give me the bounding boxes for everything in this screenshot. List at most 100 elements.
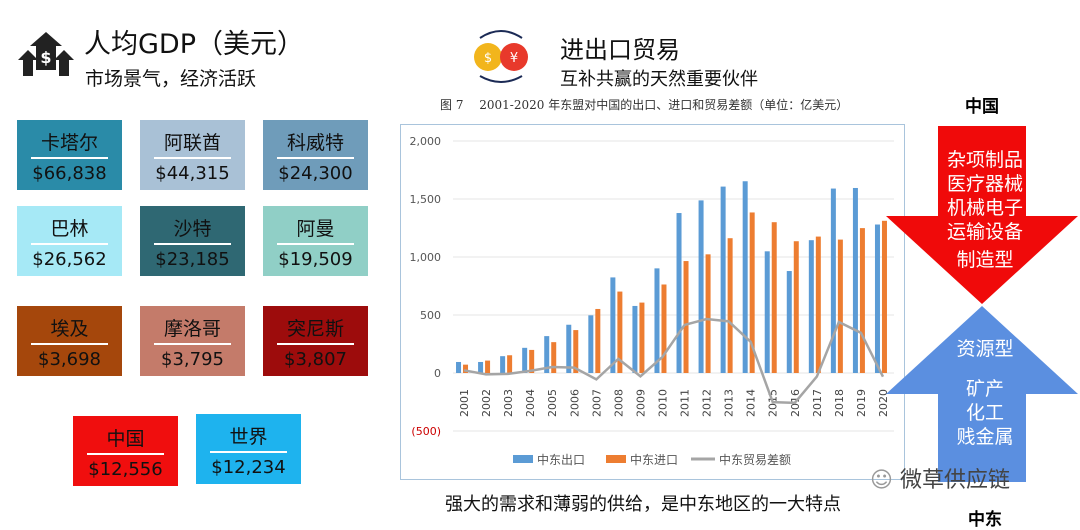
x-tick-label: 2019 bbox=[855, 389, 868, 417]
x-tick-label: 2008 bbox=[612, 389, 625, 417]
china-label: 中国 bbox=[965, 92, 999, 117]
gdp-box: 沙特 $23,185 bbox=[140, 206, 245, 276]
export-bar bbox=[588, 315, 593, 373]
gdp-box: 阿曼 $19,509 bbox=[263, 206, 368, 276]
gdp-box: 摩洛哥 $3,795 bbox=[140, 306, 245, 376]
legend-swatch bbox=[513, 455, 533, 463]
gdp-subtitle: 市场景气，经济活跃 bbox=[85, 64, 256, 91]
import-bar bbox=[816, 237, 821, 373]
china-export-item: 机械电子 bbox=[938, 196, 1032, 220]
x-tick-label: 2010 bbox=[656, 389, 669, 417]
x-tick-label: 2017 bbox=[811, 389, 824, 417]
export-bar bbox=[765, 251, 770, 373]
x-tick-label: 2012 bbox=[701, 389, 714, 417]
import-bar bbox=[728, 238, 733, 373]
y-tick-label: 1,500 bbox=[410, 193, 442, 206]
mideast-export-item: 矿产 bbox=[938, 377, 1032, 401]
trade-title: 进出口贸易 bbox=[560, 30, 680, 65]
country-name: 沙特 bbox=[154, 214, 231, 245]
import-bar bbox=[838, 240, 843, 373]
mideast-export-type: 资源型 bbox=[938, 337, 1032, 361]
gdp-value: $12,556 bbox=[73, 459, 178, 480]
bottom-caption: 强大的需求和薄弱的供给，是中东地区的一大特点 bbox=[445, 490, 841, 516]
mideast-export-item: 贱金属 bbox=[938, 425, 1032, 449]
country-name: 阿曼 bbox=[277, 214, 354, 245]
export-bar bbox=[721, 187, 726, 373]
mideast-export-item: 化工 bbox=[938, 401, 1032, 425]
y-tick-label: 1,000 bbox=[410, 251, 442, 264]
trade-exchange-icon: $ ¥ bbox=[466, 24, 542, 84]
gdp-box: 中国 $12,556 bbox=[73, 416, 178, 486]
import-bar bbox=[794, 241, 799, 373]
export-bar bbox=[677, 213, 682, 373]
china-export-item: 杂项制品 bbox=[938, 148, 1032, 172]
import-bar bbox=[772, 222, 777, 373]
y-tick-label: 500 bbox=[420, 309, 441, 322]
export-bar bbox=[500, 356, 505, 373]
gdp-value: $19,509 bbox=[263, 249, 368, 270]
gdp-box: 巴林$26,562 bbox=[17, 206, 122, 276]
gdp-box: 埃及$3,698 bbox=[17, 306, 122, 376]
country-name: 科威特 bbox=[277, 128, 354, 159]
trade-subtitle: 互补共赢的天然重要伙伴 bbox=[560, 65, 758, 91]
gdp-box: 突尼斯 $3,807 bbox=[263, 306, 368, 376]
country-name: 摩洛哥 bbox=[154, 314, 231, 345]
import-bar bbox=[507, 355, 512, 373]
country-name: 卡塔尔 bbox=[31, 128, 108, 159]
gdp-value: $12,234 bbox=[196, 457, 301, 478]
export-bar bbox=[699, 200, 704, 373]
china-export-item: 医疗器械 bbox=[938, 172, 1032, 196]
export-bar bbox=[875, 225, 880, 373]
export-bar bbox=[743, 181, 748, 373]
gdp-box: 世界 $12,234 bbox=[196, 414, 301, 484]
x-tick-label: 2004 bbox=[524, 389, 537, 417]
china-export-item: 运输设备 bbox=[938, 220, 1032, 244]
chart-caption: 图 7 2001-2020 年东盟对中国的出口、进口和贸易差额（单位：亿美元） bbox=[440, 96, 848, 113]
import-bar bbox=[639, 303, 644, 373]
export-bar bbox=[632, 306, 637, 373]
gdp-value: $23,185 bbox=[140, 249, 245, 270]
gdp-value: $3,795 bbox=[140, 349, 245, 370]
export-bar bbox=[853, 188, 858, 373]
export-bar bbox=[610, 277, 615, 373]
country-name: 埃及 bbox=[31, 314, 108, 345]
legend-label: 中东进口 bbox=[630, 452, 678, 467]
country-name: 世界 bbox=[210, 422, 287, 453]
import-bar bbox=[551, 342, 556, 373]
gdp-value: $44,315 bbox=[140, 163, 245, 184]
x-tick-label: 2009 bbox=[634, 389, 647, 417]
gdp-box: 卡塔尔$66,838 bbox=[17, 120, 122, 190]
gdp-value: $24,300 bbox=[263, 163, 368, 184]
import-bar bbox=[595, 309, 600, 373]
country-name: 巴林 bbox=[31, 214, 108, 245]
import-bar bbox=[684, 261, 689, 373]
export-bar bbox=[478, 362, 483, 373]
gdp-title: 人均GDP（美元） bbox=[84, 22, 304, 61]
x-tick-label: 2011 bbox=[679, 389, 692, 417]
export-bar bbox=[522, 348, 527, 373]
mideast-export-list: 资源型 矿产 化工 贱金属 bbox=[938, 337, 1032, 449]
country-name: 中国 bbox=[87, 424, 164, 455]
import-bar bbox=[706, 254, 711, 373]
import-bar bbox=[485, 361, 490, 373]
import-bar bbox=[661, 284, 666, 373]
china-export-type: 制造型 bbox=[938, 248, 1032, 272]
watermark-text: 微草供应链 bbox=[900, 468, 1010, 493]
x-tick-label: 2007 bbox=[590, 389, 603, 417]
country-name: 突尼斯 bbox=[277, 314, 354, 345]
svg-text:¥: ¥ bbox=[510, 51, 518, 66]
legend-label: 中东出口 bbox=[537, 452, 585, 467]
y-tick-label: 2,000 bbox=[410, 135, 442, 148]
watermark: ☺ 微草供应链 bbox=[870, 462, 1010, 494]
svg-text:$: $ bbox=[484, 51, 492, 66]
export-bar bbox=[831, 189, 836, 373]
x-tick-label: 2018 bbox=[833, 389, 846, 417]
svg-text:$: $ bbox=[40, 48, 51, 67]
x-tick-label: 2014 bbox=[745, 389, 758, 417]
x-tick-label: 2013 bbox=[723, 389, 736, 417]
legend-label: 中东贸易差额 bbox=[719, 452, 791, 467]
money-growth-icon: $ bbox=[18, 30, 74, 80]
gdp-value: $3,807 bbox=[263, 349, 368, 370]
